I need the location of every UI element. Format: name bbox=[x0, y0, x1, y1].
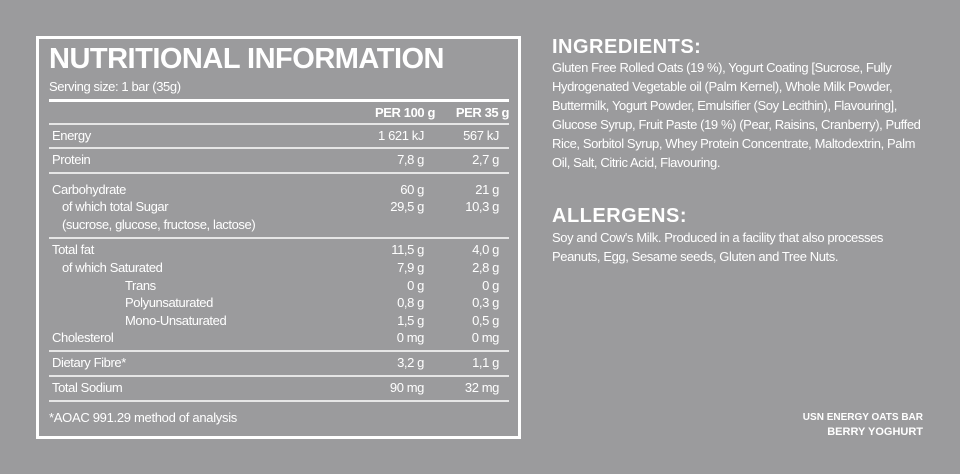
ingredients-heading: INGREDIENTS: bbox=[552, 36, 702, 58]
header-per100: PER 100 g bbox=[375, 105, 435, 120]
divider bbox=[49, 172, 509, 174]
divider bbox=[49, 147, 509, 149]
label: Protein bbox=[52, 152, 91, 167]
label: (sucrose, glucose, fructose, lactose) bbox=[62, 217, 256, 232]
per100: 0 mg bbox=[396, 330, 425, 345]
label: of which total Sugar bbox=[62, 199, 169, 214]
per35: 0 g bbox=[482, 278, 499, 293]
ingredients-text: Gluten Free Rolled Oats (19 %), Yogurt C… bbox=[552, 60, 921, 170]
allergens-text: Soy and Cow's Milk. Produced in a facili… bbox=[552, 230, 884, 264]
per100: 0,8 g bbox=[397, 295, 424, 310]
per100: 60 g bbox=[400, 182, 424, 197]
per100: 7,9 g bbox=[397, 260, 424, 275]
label: Total Sodium bbox=[52, 380, 123, 395]
per35: 32 mg bbox=[464, 380, 500, 395]
label: Cholesterol bbox=[52, 330, 114, 345]
label: of which Saturated bbox=[62, 260, 163, 275]
divider bbox=[49, 375, 509, 377]
allergens-heading: ALLERGENS: bbox=[552, 205, 687, 227]
divider bbox=[49, 237, 509, 239]
per100: 7,8 g bbox=[397, 152, 424, 167]
per35: 4,0 g bbox=[472, 242, 499, 257]
product-name: USN ENERGY OATS BAR bbox=[802, 412, 923, 423]
per35: 21 g bbox=[475, 182, 499, 197]
per100: 0 g bbox=[407, 278, 424, 293]
per35: 0 mg bbox=[471, 330, 500, 345]
divider bbox=[49, 400, 509, 402]
footnote: *AOAC 991.29 method of analysis bbox=[49, 410, 237, 425]
per100: 1,5 g bbox=[397, 313, 424, 328]
per35: 0,3 g bbox=[472, 295, 499, 310]
label: Dietary Fibre* bbox=[52, 355, 126, 370]
label: Mono-Unsaturated bbox=[125, 313, 227, 328]
per35: 2,8 g bbox=[472, 260, 499, 275]
label: Polyunsaturated bbox=[125, 295, 213, 310]
per35: 1,1 g bbox=[472, 355, 499, 370]
per100: 90 mg bbox=[389, 380, 425, 395]
per100: 3,2 g bbox=[397, 355, 424, 370]
per100: 29,5 g bbox=[390, 199, 424, 214]
divider bbox=[49, 123, 509, 125]
divider bbox=[49, 350, 509, 352]
label: Trans bbox=[125, 278, 156, 293]
label: Total fat bbox=[52, 242, 94, 257]
nutrition-panel: NUTRITIONAL INFORMATION Serving size: 1 … bbox=[36, 36, 521, 439]
per100: 11,5 g bbox=[391, 242, 424, 257]
per35: 10,3 g bbox=[465, 199, 499, 214]
per35: 0,5 g bbox=[472, 313, 499, 328]
serving-size: Serving size: 1 bar (35g) bbox=[49, 79, 181, 94]
label: Carbohydrate bbox=[52, 182, 126, 197]
per35: 2,7 g bbox=[472, 152, 499, 167]
header-per35: PER 35 g bbox=[455, 105, 510, 120]
product-flavour: BERRY YOGHURT bbox=[827, 426, 923, 438]
per35: 567 kJ bbox=[463, 128, 499, 143]
divider bbox=[49, 99, 509, 102]
nutrition-title: NUTRITIONAL INFORMATION bbox=[49, 43, 445, 75]
per100: 1 621 kJ bbox=[378, 128, 424, 143]
label: Energy bbox=[52, 128, 91, 143]
